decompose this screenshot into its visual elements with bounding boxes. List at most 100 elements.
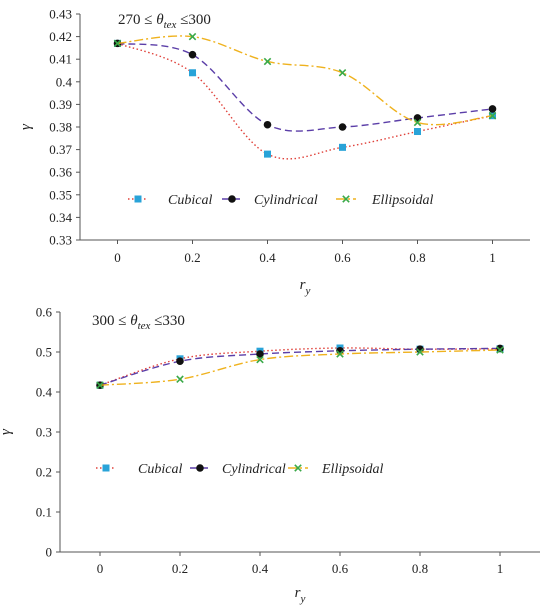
y-tick-label: 0.41 bbox=[49, 52, 72, 67]
data-point-ellipsoidal bbox=[188, 32, 197, 41]
series-cylindrical bbox=[113, 39, 497, 132]
data-point-cubical bbox=[189, 69, 196, 77]
annotation-theta: θ bbox=[156, 12, 164, 28]
legend-item-cubical: Cubical bbox=[128, 193, 212, 208]
data-point-ellipsoidal bbox=[336, 350, 344, 358]
legend-item-cylindrical: Cylindrical bbox=[190, 462, 286, 477]
legend-item-cubical: Cubical bbox=[96, 462, 182, 477]
annotation-prefix: 300 ≤ bbox=[92, 313, 130, 329]
legend-item-cylindrical: Cylindrical bbox=[222, 193, 318, 208]
x-axis-label-main: r bbox=[295, 585, 301, 601]
x-tick-label: 0.8 bbox=[412, 561, 428, 576]
data-point-cylindrical bbox=[496, 344, 504, 353]
y-tick-label: 0.43 bbox=[49, 7, 72, 22]
series-line bbox=[117, 42, 493, 132]
x-tick-label: 0.2 bbox=[184, 250, 200, 265]
x-tick-label: 0.8 bbox=[409, 250, 425, 265]
x-axis-label-subscript: y bbox=[304, 285, 310, 297]
series-ellipsoidal bbox=[113, 32, 497, 127]
y-tick-label: 0.2 bbox=[36, 465, 52, 480]
y-tick-label: 0.35 bbox=[49, 187, 72, 202]
annotation-subscript: tex bbox=[164, 19, 177, 31]
data-point-ellipsoidal bbox=[176, 375, 184, 383]
y-tick-label: 0.6 bbox=[36, 305, 53, 320]
chart-annotation: 270 ≤ θtex ≤300 bbox=[118, 12, 211, 31]
y-tick-label: 0.33 bbox=[49, 233, 72, 248]
x-axis-label: ry bbox=[295, 585, 306, 605]
legend-label: Ellipsoidal bbox=[321, 462, 384, 477]
data-point-ellipsoidal-stroke-b bbox=[256, 355, 264, 364]
legend-marker bbox=[342, 195, 350, 203]
data-point-cylindrical bbox=[263, 120, 272, 129]
data-point-ellipsoidal bbox=[416, 348, 424, 356]
y-axis-label: γ bbox=[18, 123, 34, 130]
legend-label: Cubical bbox=[138, 462, 182, 477]
series-line bbox=[117, 42, 493, 160]
legend-label: Cylindrical bbox=[254, 193, 318, 208]
x-tick-label: 0.6 bbox=[334, 250, 351, 265]
data-point-ellipsoidal-stroke-b bbox=[336, 350, 344, 358]
series-cubical bbox=[114, 39, 496, 160]
y-tick-label: 0.37 bbox=[49, 142, 72, 157]
y-tick-label: 0.4 bbox=[56, 74, 73, 89]
x-tick-label: 0.6 bbox=[332, 561, 349, 576]
y-tick-label: 0.1 bbox=[36, 505, 52, 520]
chart-annotation: 300 ≤ θtex ≤330 bbox=[92, 313, 185, 332]
data-point-ellipsoidal bbox=[113, 39, 122, 48]
y-axis-label: γ bbox=[0, 428, 14, 435]
x-tick-label: 0 bbox=[97, 561, 104, 576]
data-point-ellipsoidal-stroke-b bbox=[338, 68, 347, 77]
data-point-ellipsoidal-stroke-b bbox=[488, 111, 497, 120]
legend-marker bbox=[196, 464, 204, 472]
series-line bbox=[99, 349, 501, 386]
data-point-ellipsoidal-stroke-b bbox=[496, 346, 504, 354]
data-point-ellipsoidal-stroke-b bbox=[113, 39, 122, 48]
x-tick-label: 0.4 bbox=[259, 250, 276, 265]
data-point-ellipsoidal bbox=[413, 118, 422, 127]
data-point-cylindrical bbox=[188, 50, 197, 59]
x-tick-label: 1 bbox=[489, 250, 496, 265]
data-point-cubical bbox=[414, 128, 421, 136]
data-point-cubical bbox=[264, 150, 271, 158]
data-point-ellipsoidal bbox=[96, 381, 104, 389]
chart-panel-1: 0.330.340.350.360.370.380.390.40.410.420… bbox=[18, 7, 530, 297]
legend-marker bbox=[228, 195, 236, 203]
legend-marker bbox=[294, 464, 302, 472]
data-point-ellipsoidal-stroke-b bbox=[413, 118, 422, 127]
x-tick-label: 0 bbox=[114, 250, 121, 265]
data-point-ellipsoidal bbox=[496, 346, 504, 354]
y-tick-label: 0.5 bbox=[36, 345, 52, 360]
data-point-ellipsoidal-stroke-b bbox=[188, 32, 197, 41]
data-point-cylindrical bbox=[488, 105, 497, 113]
legend: Cubical Cylindrical Ellipsoidal bbox=[96, 462, 384, 477]
data-point-ellipsoidal-stroke-b bbox=[263, 57, 272, 66]
annotation-subscript: tex bbox=[138, 320, 151, 332]
data-point-ellipsoidal-stroke-b bbox=[416, 348, 424, 356]
legend-marker-stroke-b bbox=[294, 464, 302, 472]
legend-label: Ellipsoidal bbox=[371, 193, 434, 208]
data-point-ellipsoidal bbox=[338, 68, 347, 77]
data-point-cylindrical bbox=[256, 350, 264, 358]
data-point-cylindrical bbox=[338, 123, 347, 131]
series-ellipsoidal bbox=[96, 346, 504, 389]
data-point-ellipsoidal bbox=[263, 57, 272, 66]
series-line bbox=[99, 347, 501, 386]
y-tick-label: 0.42 bbox=[49, 29, 72, 44]
y-tick-label: 0.38 bbox=[49, 120, 72, 135]
y-tick-label: 0.39 bbox=[49, 97, 72, 112]
data-point-ellipsoidal bbox=[488, 111, 497, 120]
legend-label: Cubical bbox=[168, 193, 212, 208]
annotation-suffix: ≤300 bbox=[176, 12, 210, 28]
x-tick-label: 0.4 bbox=[252, 561, 269, 576]
data-point-ellipsoidal-stroke-b bbox=[96, 381, 104, 389]
chart-panel-2: 0 0.1 0.2 0.3 0.4 0.5 0.6 0 0.2 0.4 0.6 0.8 1 ry γ 300 … bbox=[0, 305, 540, 605]
x-axis-label-main: r bbox=[300, 277, 306, 293]
data-point-cylindrical bbox=[176, 357, 184, 366]
y-tick-label: 0 bbox=[46, 545, 53, 560]
annotation-theta: θ bbox=[130, 313, 138, 329]
data-point-cubical bbox=[339, 143, 346, 151]
legend-item-ellipsoidal: Ellipsoidal bbox=[336, 193, 434, 208]
data-point-ellipsoidal bbox=[256, 355, 264, 364]
y-tick-label: 0.34 bbox=[49, 210, 72, 225]
